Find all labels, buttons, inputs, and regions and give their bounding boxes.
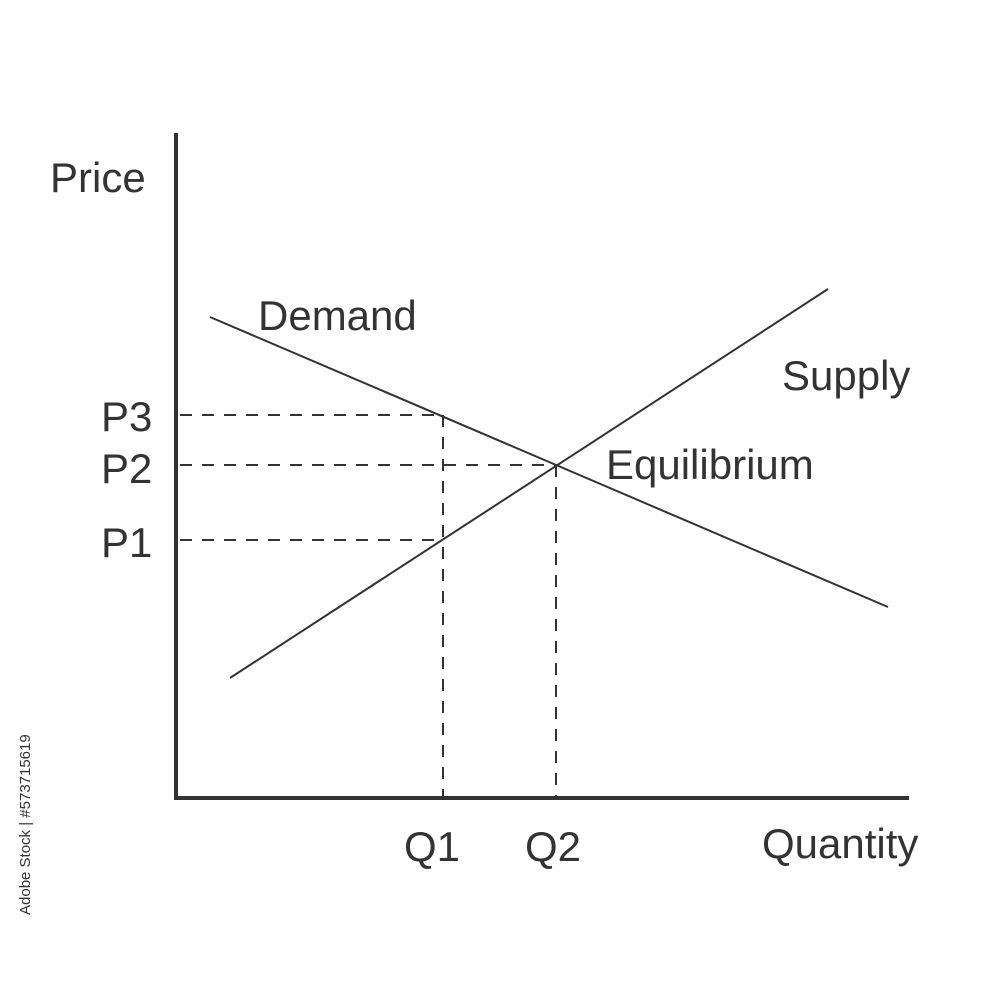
supply-curve [229, 288, 829, 679]
equilibrium-label: Equilibrium [606, 441, 814, 488]
price-tick-p2: P2 [101, 445, 152, 492]
x-axis-label: Quantity [762, 820, 918, 867]
quantity-tick-q2: Q2 [525, 823, 581, 870]
demand-label: Demand [258, 292, 417, 339]
demand-curve [209, 316, 889, 608]
price-tick-p1: P1 [101, 519, 152, 566]
quantity-tick-q1: Q1 [404, 823, 460, 870]
price-tick-p3: P3 [101, 393, 152, 440]
stock-watermark: Adobe Stock | #573715619 [17, 734, 34, 915]
y-axis-label: Price [50, 154, 146, 201]
supply-label: Supply [782, 352, 910, 399]
